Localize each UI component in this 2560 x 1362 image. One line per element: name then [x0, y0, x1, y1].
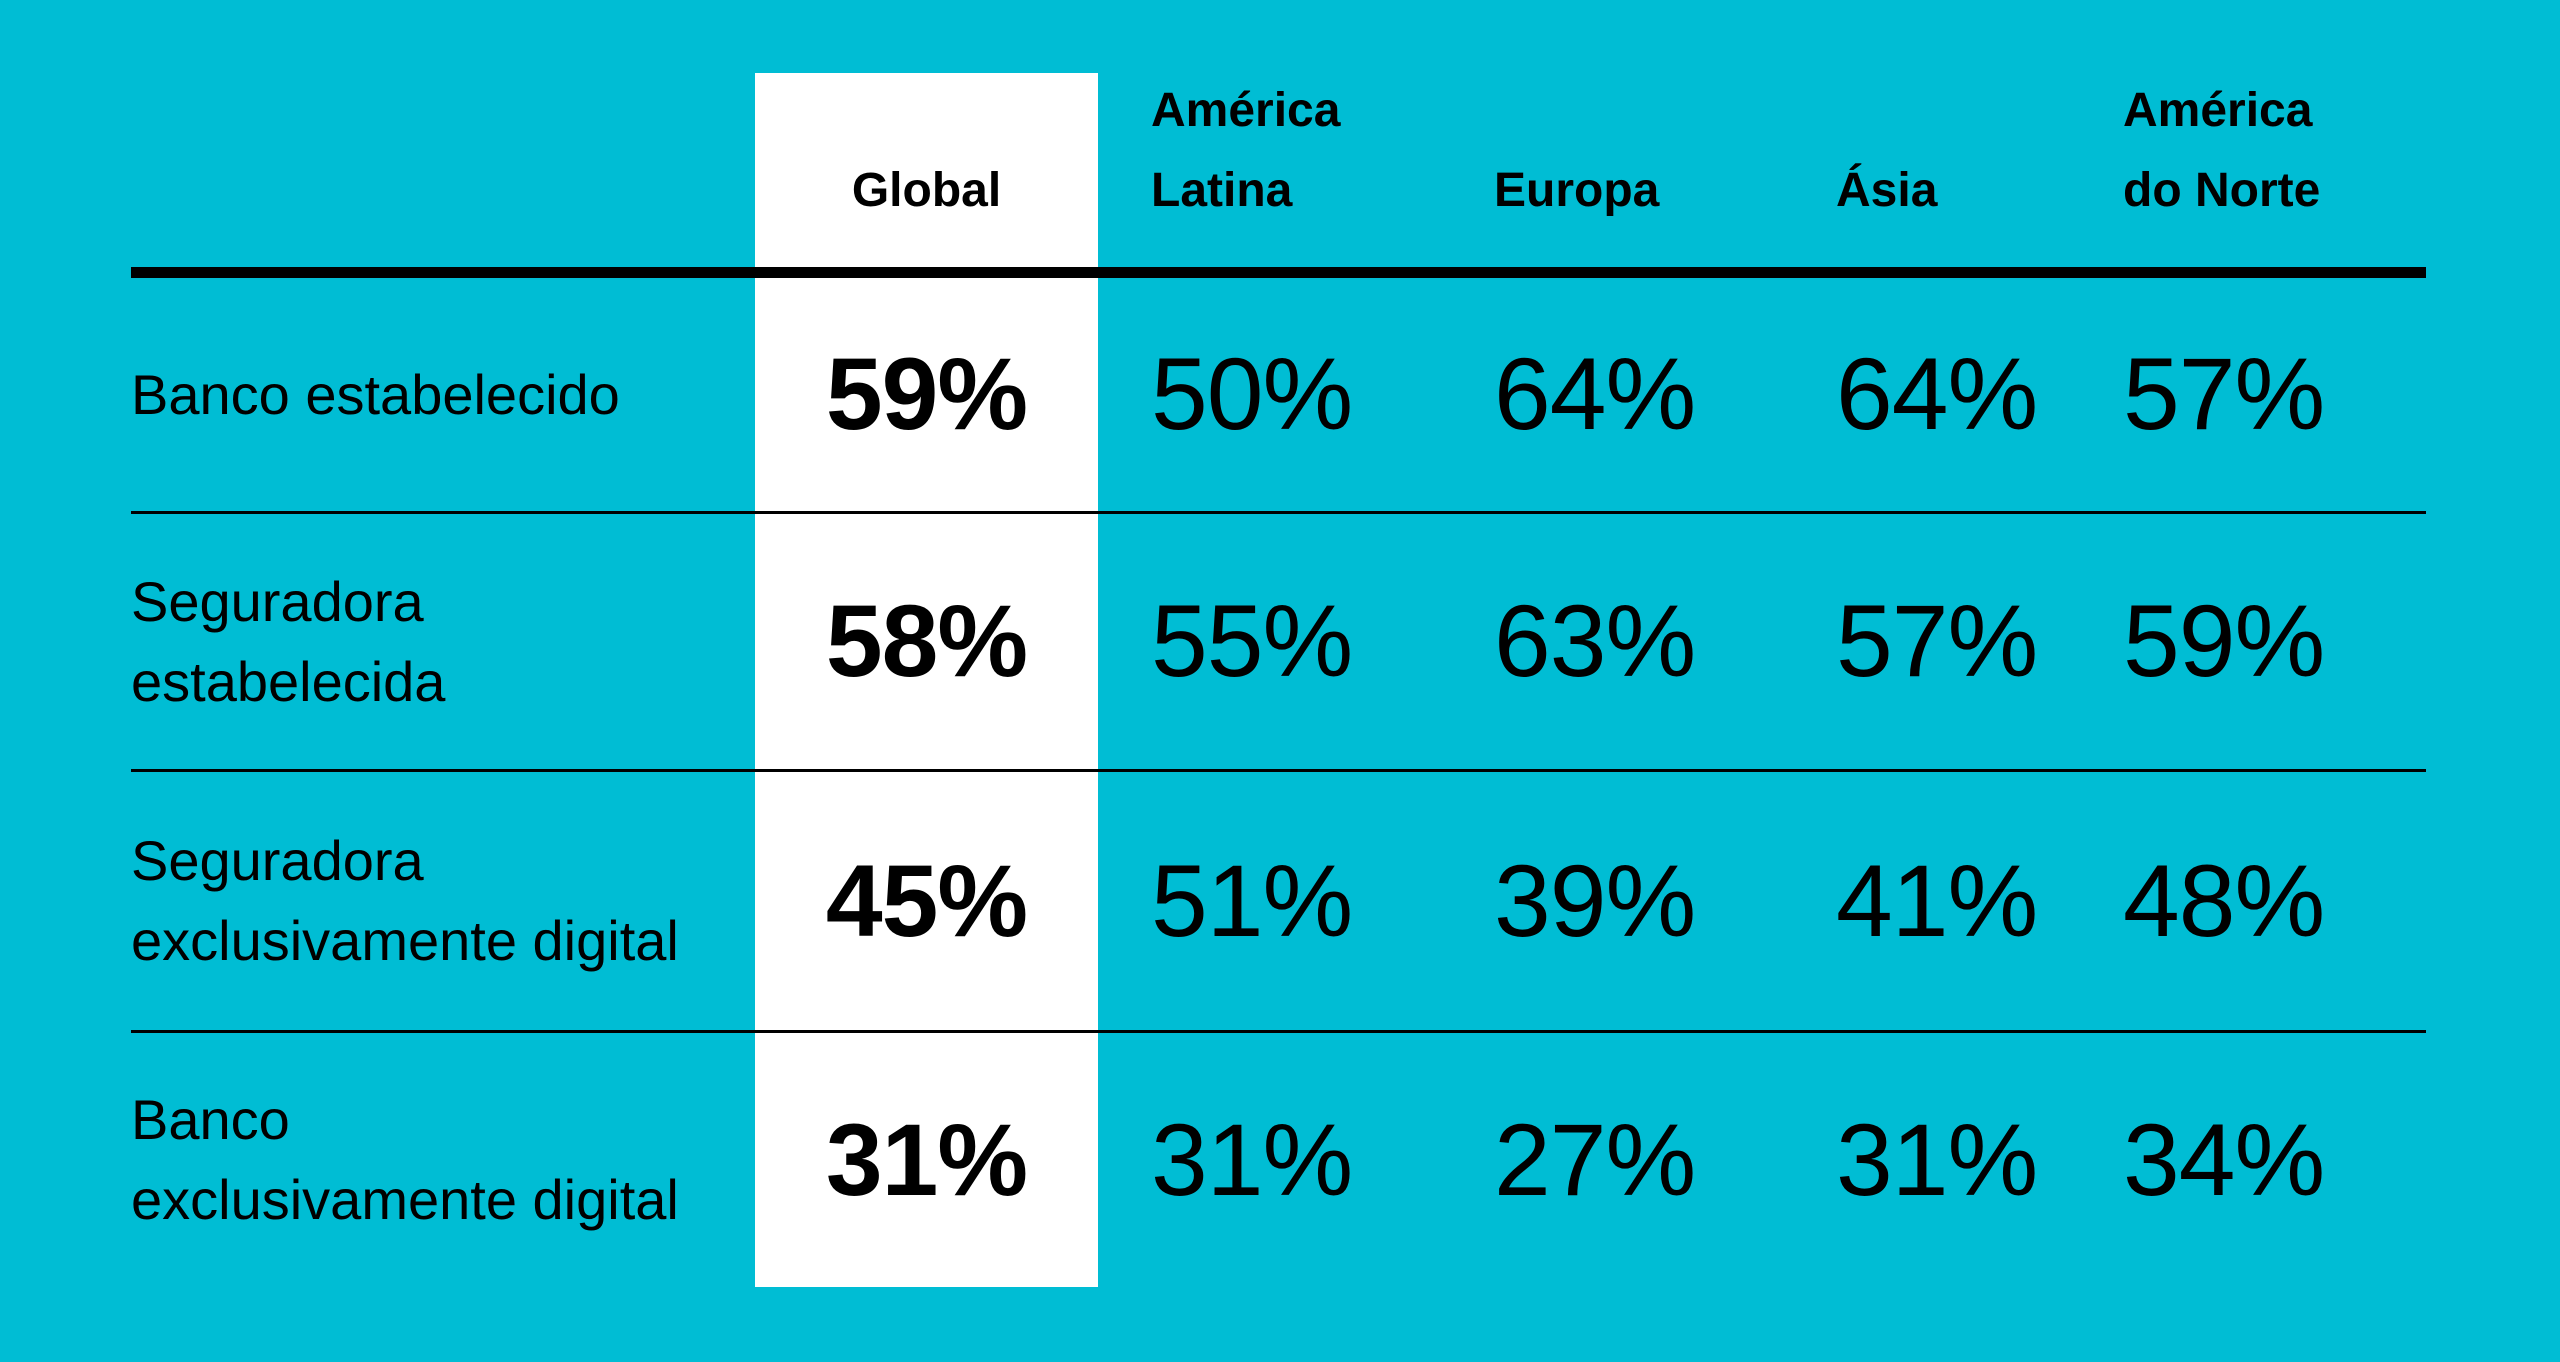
table-row: Banco exclusivamente digital 31% 31% 27%… — [131, 1030, 2426, 1287]
value-america-do-norte: 34% — [2123, 1102, 2325, 1217]
value-global: 45% — [825, 843, 1028, 958]
value-asia: 57% — [1836, 584, 2038, 698]
value-europa: 39% — [1494, 843, 1696, 958]
value-global: 31% — [825, 1102, 1028, 1217]
value-america-latina: 50% — [1151, 337, 1353, 451]
column-header-europa: Europa — [1494, 164, 1660, 217]
value-america-do-norte: 48% — [2123, 843, 2325, 958]
value-europa: 64% — [1494, 337, 1696, 451]
value-asia: 64% — [1836, 337, 2038, 451]
row-label: Seguradora estabelecida — [131, 569, 446, 713]
value-america-do-norte: 57% — [2123, 337, 2325, 451]
value-europa: 63% — [1494, 584, 1696, 698]
value-asia: 41% — [1836, 843, 2038, 958]
row-label: Banco estabelecido — [131, 362, 620, 426]
table-header-row: Global América Latina Europa Ásia Améric… — [131, 0, 2426, 278]
row-label: Banco exclusivamente digital — [131, 1088, 679, 1231]
value-america-latina: 31% — [1151, 1102, 1353, 1217]
column-header-asia: Ásia — [1836, 164, 1938, 217]
column-header-global: Global — [851, 164, 1002, 217]
value-asia: 31% — [1836, 1102, 2038, 1217]
row-label: Seguradora exclusivamente digital — [131, 829, 679, 972]
column-header-america-do-norte: América do Norte — [2123, 84, 2321, 217]
table: Global América Latina Europa Ásia Améric… — [131, 0, 2426, 1287]
value-america-latina: 51% — [1151, 843, 1353, 958]
value-global: 58% — [825, 584, 1028, 698]
table-row: Seguradora estabelecida 58% 55% 63% 57% … — [131, 511, 2426, 769]
table-row: Banco estabelecido 59% 50% 64% 64% 57% — [131, 278, 2426, 511]
value-global: 59% — [825, 337, 1028, 451]
table-row: Seguradora exclusivamente digital 45% 51… — [131, 769, 2426, 1030]
value-america-do-norte: 59% — [2123, 584, 2325, 698]
value-america-latina: 55% — [1151, 584, 1353, 698]
value-europa: 27% — [1494, 1102, 1696, 1217]
column-header-america-latina: América Latina — [1151, 84, 1341, 217]
